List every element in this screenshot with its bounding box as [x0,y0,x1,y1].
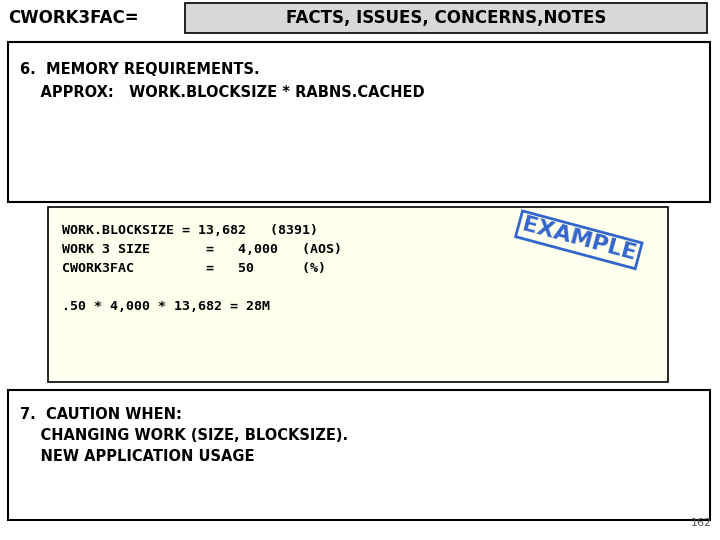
FancyBboxPatch shape [48,207,668,382]
Text: .50 * 4,000 * 13,682 = 28M: .50 * 4,000 * 13,682 = 28M [62,300,270,313]
Text: WORK 3 SIZE       =   4,000   (AOS): WORK 3 SIZE = 4,000 (AOS) [62,243,342,256]
Text: EXAMPLE: EXAMPLE [520,215,638,265]
FancyBboxPatch shape [185,3,707,33]
Text: FACTS, ISSUES, CONCERNS,NOTES: FACTS, ISSUES, CONCERNS,NOTES [286,9,606,27]
FancyBboxPatch shape [8,42,710,202]
Text: NEW APPLICATION USAGE: NEW APPLICATION USAGE [20,449,254,464]
Text: CWORK3FAC         =   50      (%): CWORK3FAC = 50 (%) [62,262,326,275]
Text: 7.  CAUTION WHEN:: 7. CAUTION WHEN: [20,407,182,422]
Text: WORK.BLOCKSIZE = 13,682   (8391): WORK.BLOCKSIZE = 13,682 (8391) [62,224,318,237]
Text: APPROX:   WORK.BLOCKSIZE * RABNS.CACHED: APPROX: WORK.BLOCKSIZE * RABNS.CACHED [20,85,425,100]
Text: CWORK3FAC=: CWORK3FAC= [8,9,139,27]
Text: CHANGING WORK (SIZE, BLOCKSIZE).: CHANGING WORK (SIZE, BLOCKSIZE). [20,428,348,443]
Text: 162: 162 [691,518,712,528]
Text: 6.  MEMORY REQUIREMENTS.: 6. MEMORY REQUIREMENTS. [20,62,260,77]
FancyBboxPatch shape [8,390,710,520]
